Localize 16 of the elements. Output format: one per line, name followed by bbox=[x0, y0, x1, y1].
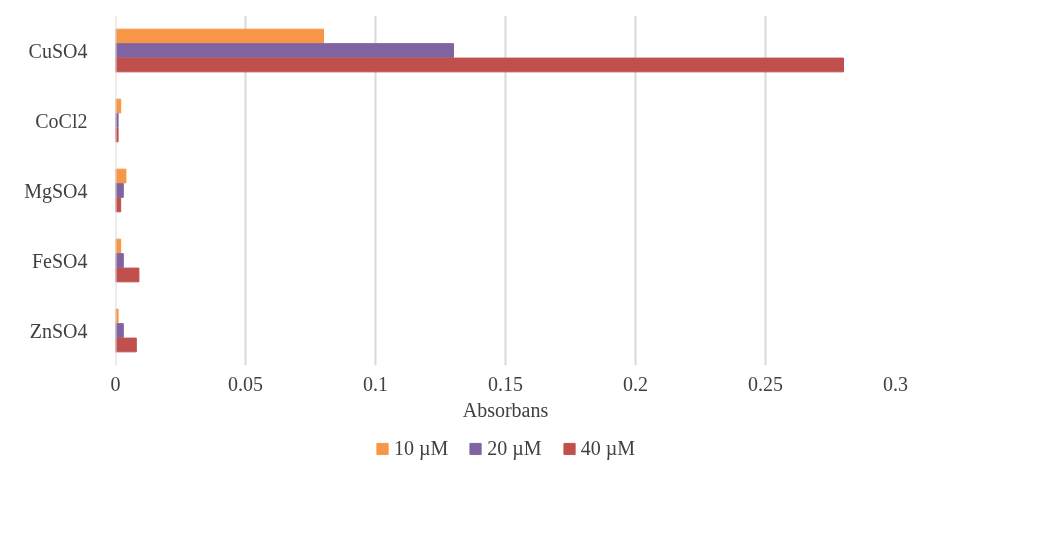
legend-label: 10 µM bbox=[394, 436, 449, 460]
x-axis-title: Absorbans bbox=[462, 398, 549, 421]
x-tick-label: 0 bbox=[110, 372, 121, 395]
x-tick-label: 0.05 bbox=[228, 372, 263, 395]
y-tick-label: MgSO4 bbox=[24, 179, 88, 203]
x-tick-label: 0.15 bbox=[488, 372, 523, 395]
x-tick-label: 0.1 bbox=[363, 372, 388, 395]
x-tick-label: 0.25 bbox=[748, 372, 783, 395]
legend-label: 20 µM bbox=[487, 436, 542, 460]
x-tick-label: 0.2 bbox=[623, 372, 648, 395]
y-tick-label: CuSO4 bbox=[28, 39, 88, 62]
y-tick-label: FeSO4 bbox=[31, 249, 88, 272]
x-tick-label: 0.3 bbox=[883, 372, 908, 395]
y-tick-label: CoCl2 bbox=[35, 109, 88, 132]
y-tick-label: ZnSO4 bbox=[29, 319, 88, 342]
legend-label: 40 µM bbox=[580, 436, 635, 460]
